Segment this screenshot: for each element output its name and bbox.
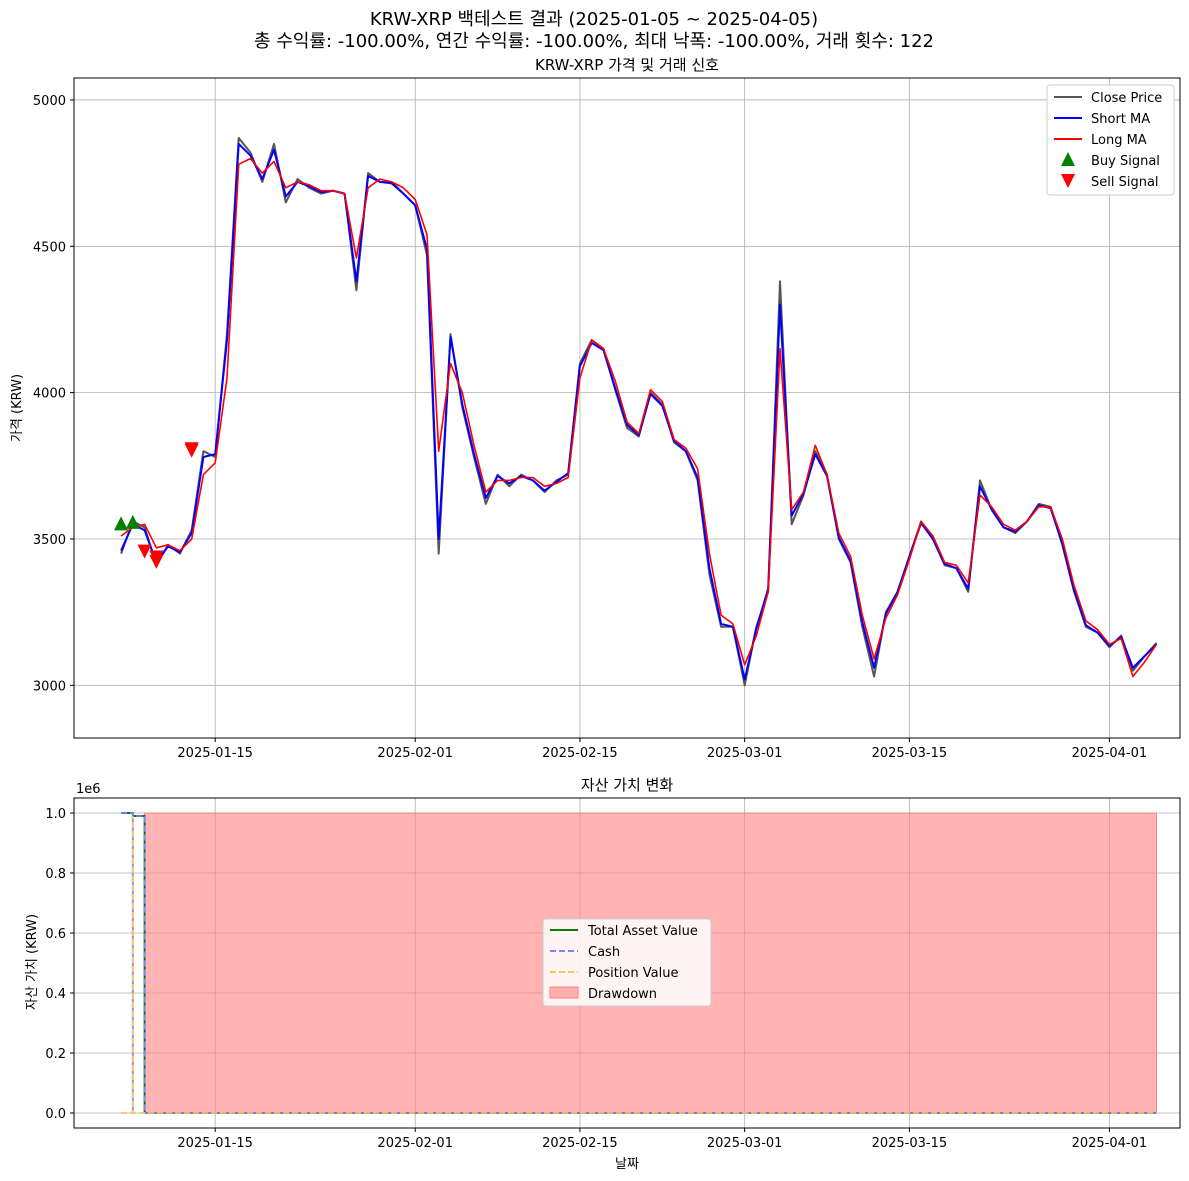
legend-cash-label: Cash bbox=[588, 945, 620, 960]
price-ytick-label-3: 4500 bbox=[33, 240, 66, 255]
asset-xtick-label-3: 2025-03-01 bbox=[707, 1136, 783, 1151]
asset-xtick-label-5: 2025-04-01 bbox=[1072, 1136, 1148, 1151]
price-xtick-label-5: 2025-04-01 bbox=[1072, 746, 1148, 761]
long-ma-line bbox=[120, 157, 1158, 678]
asset-x-ticks: 2025-01-15 2025-02-01 2025-02-15 2025-03-01… bbox=[177, 1128, 1147, 1151]
legend-buy-marker bbox=[1061, 152, 1075, 166]
price-xtick-label-0: 2025-01-15 bbox=[177, 746, 253, 761]
sell-signal-marker-2 bbox=[149, 554, 164, 569]
price-legend: Close Price Short MA Long MA Buy Signal … bbox=[1046, 84, 1175, 196]
price-ytick-label-4: 5000 bbox=[33, 94, 66, 109]
price-ytick-label-1: 3500 bbox=[33, 533, 66, 548]
asset-xtick-label-1: 2025-02-01 bbox=[377, 1136, 453, 1151]
price-xtick-label-4: 2025-03-15 bbox=[872, 746, 948, 761]
buy-signal-marker-1 bbox=[125, 514, 140, 529]
price-y-ticks: 3000 3500 4000 4500 5000 bbox=[33, 94, 74, 694]
asset-ytick-label-0: 0.0 bbox=[45, 1107, 66, 1122]
asset-ytick-label-1: 0.2 bbox=[45, 1047, 66, 1062]
legend-sell-marker bbox=[1061, 174, 1075, 188]
price-xtick-label-2: 2025-02-15 bbox=[542, 746, 618, 761]
price-ytick-label-2: 4000 bbox=[33, 387, 66, 402]
price-ytick-label-0: 3000 bbox=[33, 679, 66, 694]
price-legend-box bbox=[1046, 84, 1175, 196]
sell-signal-marker-0 bbox=[137, 544, 152, 559]
asset-x-axis-label: 날짜 bbox=[615, 1157, 639, 1172]
asset-legend: Total Asset Value Cash Position Value Dr… bbox=[542, 918, 712, 1007]
short-ma-line bbox=[120, 142, 1158, 681]
price-xtick-label-3: 2025-03-01 bbox=[707, 746, 783, 761]
asset-xtick-label-2: 2025-02-15 bbox=[542, 1136, 618, 1151]
price-plot-frame bbox=[73, 77, 1181, 739]
legend-buy-label: Buy Signal bbox=[1091, 154, 1160, 169]
sell-signal-marker-4 bbox=[184, 443, 199, 458]
legend-long-label: Long MA bbox=[1091, 133, 1147, 148]
asset-y-axis-label: 자산 가치 (KRW) bbox=[25, 914, 40, 1010]
asset-xtick-label-0: 2025-01-15 bbox=[177, 1136, 253, 1151]
asset-ytick-label-5: 1.0 bbox=[45, 807, 66, 822]
price-x-ticks: 2025-01-15 2025-02-01 2025-02-15 2025-03-01… bbox=[177, 738, 1147, 761]
position-value-line bbox=[121, 816, 1157, 1114]
asset-xtick-label-4: 2025-03-15 bbox=[872, 1136, 948, 1151]
legend-sell-label: Sell Signal bbox=[1091, 175, 1159, 190]
asset-chart-panel: 자산 가치 변화 자산 가치 (KRW) 1e6 날짜 2025-01-15 20… bbox=[25, 776, 1181, 1172]
legend-short-label: Short MA bbox=[1091, 112, 1150, 127]
asset-legend-box bbox=[542, 918, 712, 1007]
asset-y-ticks: 0.0 0.2 0.4 0.6 0.8 1.0 bbox=[45, 807, 74, 1122]
legend-drawdown-swatch bbox=[549, 986, 579, 999]
asset-chart-title: 자산 가치 변화 bbox=[581, 776, 674, 794]
price-series-group bbox=[120, 137, 1158, 687]
price-chart-panel: KRW-XRP 가격 및 거래 신호 가격 (KRW) 2025-01-15 20… bbox=[10, 56, 1181, 761]
price-signal-markers bbox=[114, 442, 199, 569]
asset-y-scale-label: 1e6 bbox=[76, 782, 101, 797]
legend-position-label: Position Value bbox=[588, 966, 678, 981]
buy-signal-marker-0 bbox=[114, 516, 129, 531]
legend-drawdown-label: Drawdown bbox=[588, 987, 657, 1002]
figure-title-line2: 총 수익률: -100.00%, 연간 수익률: -100.00%, 최대 낙폭… bbox=[254, 31, 934, 52]
asset-ytick-label-4: 0.8 bbox=[45, 867, 66, 882]
asset-plot-frame bbox=[73, 797, 1181, 1129]
asset-ytick-label-2: 0.4 bbox=[45, 987, 66, 1002]
price-grid bbox=[74, 78, 1180, 738]
price-xtick-label-1: 2025-02-01 bbox=[377, 746, 453, 761]
price-chart-title: KRW-XRP 가격 및 거래 신호 bbox=[535, 56, 719, 74]
figure-title-line1: KRW-XRP 백테스트 결과 (2025-01-05 ~ 2025-04-05… bbox=[370, 9, 818, 30]
legend-total-label: Total Asset Value bbox=[587, 924, 698, 939]
legend-close-label: Close Price bbox=[1091, 91, 1162, 106]
asset-ytick-label-3: 0.6 bbox=[45, 927, 66, 942]
price-y-axis-label: 가격 (KRW) bbox=[10, 374, 25, 442]
